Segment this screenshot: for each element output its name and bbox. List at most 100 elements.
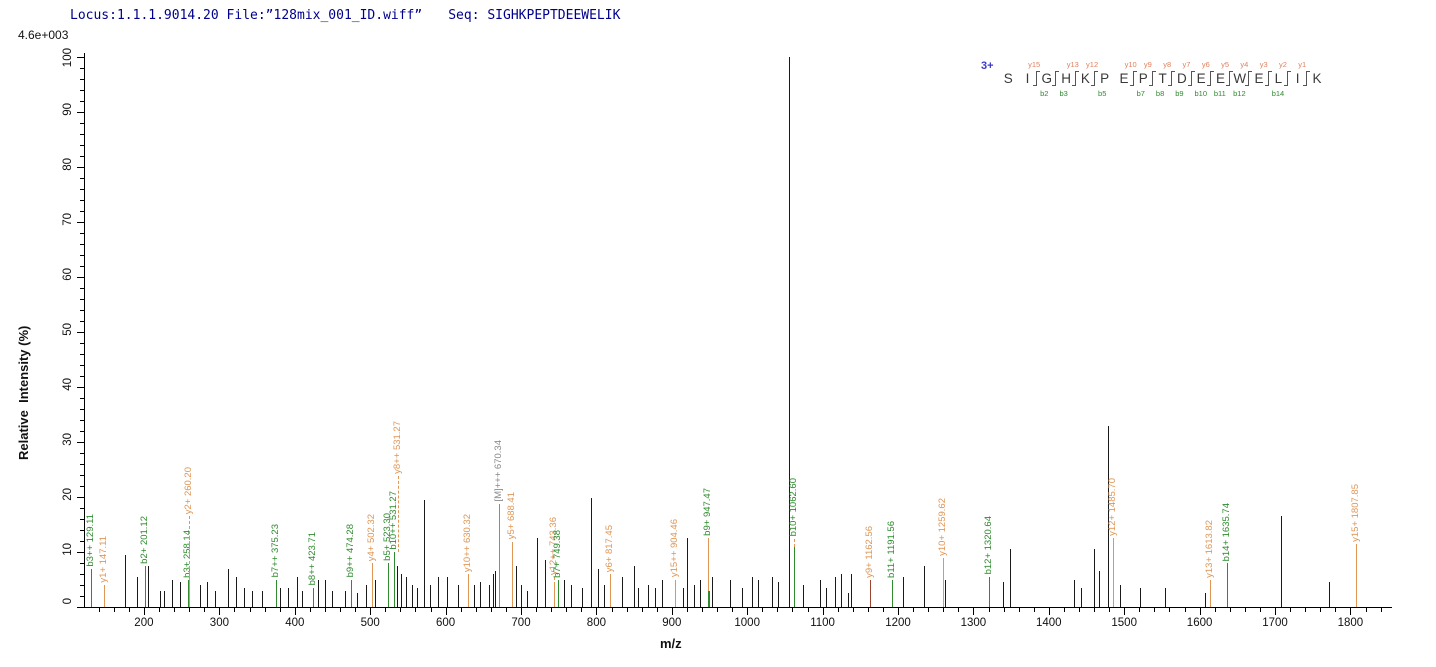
labeled-peak [891, 579, 893, 607]
y-ion-label: y10 [1124, 60, 1137, 69]
spectrum-peak [279, 587, 281, 608]
y-minor-tick [80, 365, 84, 366]
peak-label: y1+ 147.11 [98, 536, 110, 583]
labeled-peak [1210, 579, 1211, 607]
spectrum-peak [302, 590, 304, 607]
x-minor-tick [1154, 608, 1156, 612]
x-minor-tick [1259, 608, 1261, 612]
labeled-peak [512, 557, 514, 607]
spectrum-peak [1281, 516, 1282, 608]
labeled-peak [189, 574, 191, 607]
labeled-peak [187, 579, 189, 607]
header-file: File:”128mix_001_ID.wiff” [226, 8, 423, 23]
spectrum-peak [850, 574, 852, 607]
x-minor-tick [641, 608, 643, 612]
x-minor-tick [732, 608, 734, 612]
x-tick-label: 200 [134, 617, 154, 629]
x-major-tick [822, 608, 824, 615]
spectrum-peak [214, 590, 216, 607]
header: Locus:1.1.1.9014.20 File:”128mix_001_ID.… [70, 8, 620, 23]
x-minor-tick [867, 608, 869, 612]
precursor-charge-label: 3+ [981, 60, 994, 72]
spectrum-peak [416, 587, 418, 608]
x-minor-tick [1169, 608, 1171, 612]
y-tick-label: 0 [62, 598, 74, 605]
x-minor-tick [1109, 608, 1111, 612]
y-minor-tick [80, 486, 84, 487]
y-minor-tick [80, 178, 84, 179]
y-minor-tick [80, 519, 84, 520]
labeled-peak [942, 557, 944, 607]
y-minor-tick [80, 211, 84, 212]
x-axis-line [84, 607, 1392, 608]
y-minor-tick [80, 596, 84, 597]
spectrum-peak [244, 587, 246, 608]
spectrum-peak [227, 568, 229, 607]
x-minor-tick [340, 608, 341, 612]
spectrum-peak [429, 585, 431, 607]
y-minor-tick [80, 530, 84, 531]
labeled-peak [498, 574, 500, 607]
y-minor-tick [80, 79, 84, 80]
x-minor-tick [430, 608, 432, 612]
b-ion-label: b7 [1136, 89, 1145, 98]
spectrum-peak [147, 565, 149, 608]
spectrum-peak [406, 576, 408, 608]
y-tick-label: 20 [62, 488, 74, 501]
x-major-tick [370, 608, 372, 615]
y-minor-tick [80, 376, 84, 377]
peak-label: y15+ 1807.85 [1350, 483, 1362, 542]
labeled-peak [312, 587, 314, 608]
x-tick-label: 1700 [1262, 617, 1288, 629]
labeled-peak [989, 576, 990, 608]
x-minor-tick [400, 608, 402, 612]
x-minor-tick [701, 608, 703, 612]
y-ion-label: y15 [1028, 60, 1041, 69]
x-minor-tick [98, 608, 100, 612]
y-minor-tick [80, 585, 84, 586]
y-major-tick [77, 277, 84, 278]
labeled-peak [468, 574, 470, 607]
x-minor-tick [1290, 608, 1292, 612]
spectrum-peak [1119, 585, 1121, 607]
spectrum-peak [944, 579, 946, 607]
spectrum-peak [199, 585, 201, 607]
labeled-peak [794, 546, 796, 607]
cleavage-mark [1129, 71, 1138, 86]
spectrum-peak [1009, 549, 1011, 608]
spectrum-peak [493, 574, 495, 607]
header-seq-label: Seq: [448, 8, 480, 23]
y-minor-tick [80, 409, 84, 410]
peak-label: y6+ 817.45 [603, 524, 615, 572]
y-minor-tick [80, 453, 84, 454]
y-minor-tick [80, 255, 84, 256]
y-tick-label: 10 [62, 543, 74, 556]
x-minor-tick [762, 608, 764, 612]
spectrum-peak [683, 587, 685, 608]
x-minor-tick [475, 608, 477, 612]
spectrum-peak [591, 498, 593, 607]
x-tick-label: 900 [662, 617, 682, 629]
y-minor-tick [80, 233, 84, 234]
spectrum-peak [251, 590, 253, 607]
spectrum-peak [699, 579, 701, 607]
spectrum-peak [297, 576, 298, 608]
b-ion-label: b3 [1059, 89, 1068, 98]
y-ion-label: y4 [1240, 60, 1249, 69]
spectrum-peak [1204, 593, 1206, 608]
y-minor-tick [80, 563, 84, 564]
header-locus: Locus:1.1.1.9014.20 [70, 8, 219, 23]
x-major-tick [294, 608, 296, 615]
x-minor-tick [1320, 608, 1322, 612]
x-axis-title: m/z [660, 636, 682, 651]
x-minor-tick [551, 608, 553, 612]
y-minor-tick [80, 475, 84, 476]
